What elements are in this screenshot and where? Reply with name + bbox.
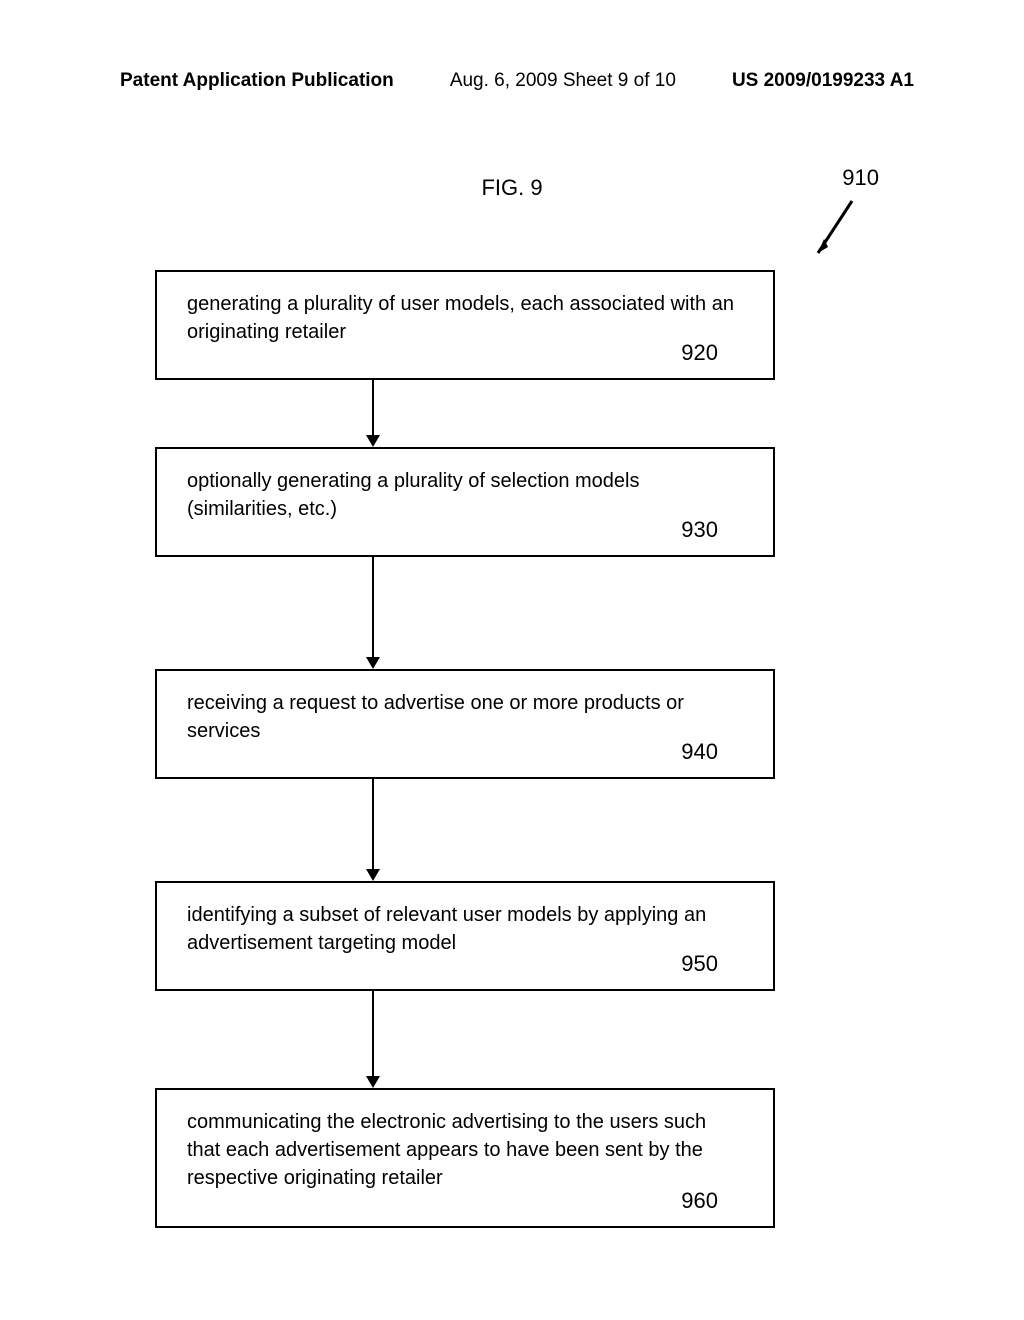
flow-box-number: 930 bbox=[681, 517, 718, 543]
flow-box-number: 940 bbox=[681, 739, 718, 765]
flow-box-text: generating a plurality of user models, e… bbox=[187, 290, 743, 346]
flow-arrow bbox=[365, 779, 381, 881]
header-left: Patent Application Publication bbox=[120, 70, 394, 92]
page-header: Patent Application Publication Aug. 6, 2… bbox=[0, 70, 1024, 92]
flow-box-920: generating a plurality of user models, e… bbox=[155, 270, 775, 380]
flow-box-number: 960 bbox=[681, 1188, 718, 1214]
page: Patent Application Publication Aug. 6, 2… bbox=[0, 0, 1024, 1320]
flow-box-text: communicating the electronic advertising… bbox=[187, 1108, 743, 1192]
flowchart: generating a plurality of user models, e… bbox=[155, 270, 775, 1228]
flow-box-960: communicating the electronic advertising… bbox=[155, 1088, 775, 1228]
figure-reference-label: 910 bbox=[842, 165, 879, 191]
header-right: US 2009/0199233 A1 bbox=[732, 70, 914, 92]
flow-box-number: 950 bbox=[681, 951, 718, 977]
figure-reference-arrow bbox=[804, 195, 864, 265]
flow-box-text: identifying a subset of relevant user mo… bbox=[187, 901, 743, 957]
flow-box-number: 920 bbox=[681, 340, 718, 366]
flow-box-text: optionally generating a plurality of sel… bbox=[187, 467, 743, 523]
flow-box-930: optionally generating a plurality of sel… bbox=[155, 447, 775, 557]
flow-arrow bbox=[365, 380, 381, 447]
flow-box-text: receiving a request to advertise one or … bbox=[187, 689, 743, 745]
flow-arrow bbox=[365, 557, 381, 669]
flow-box-950: identifying a subset of relevant user mo… bbox=[155, 881, 775, 991]
header-center: Aug. 6, 2009 Sheet 9 of 10 bbox=[450, 70, 676, 92]
flow-box-940: receiving a request to advertise one or … bbox=[155, 669, 775, 779]
flow-arrow bbox=[365, 991, 381, 1088]
